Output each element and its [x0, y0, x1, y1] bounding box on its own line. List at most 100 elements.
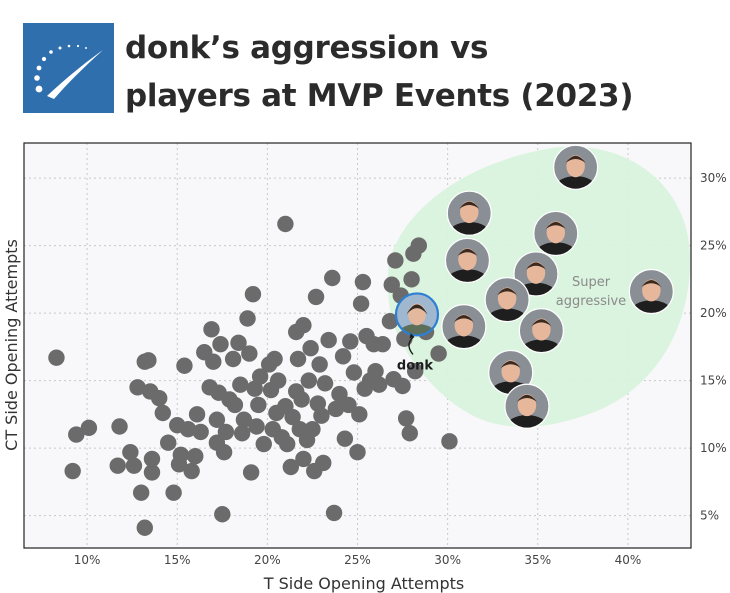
avatar-face	[497, 287, 517, 310]
avatar-face	[454, 314, 474, 337]
x-tick-label: 40%	[615, 553, 642, 567]
title-line-2: players at MVP Events (2023)	[125, 78, 634, 114]
data-point	[233, 425, 251, 442]
data-point	[278, 435, 296, 453]
data-point	[217, 423, 235, 441]
data-point	[334, 348, 352, 365]
highlight-avatar-hair	[406, 304, 428, 315]
data-point	[248, 418, 265, 435]
data-point	[266, 350, 283, 368]
data-point	[311, 356, 328, 373]
data-point	[109, 457, 126, 474]
avatar-ring	[441, 304, 487, 350]
data-point	[403, 271, 420, 288]
data-point	[349, 443, 366, 461]
y-tick-labels: 5% 10% 15% 20% 25% 30%	[700, 171, 727, 522]
data-point	[242, 464, 260, 481]
data-point	[188, 406, 206, 423]
data-point	[151, 389, 168, 407]
avatar-ring	[518, 308, 564, 354]
avatar-ring	[533, 210, 579, 257]
y-tick-label: 20%	[700, 306, 727, 320]
data-point	[203, 321, 220, 338]
data-point	[293, 391, 310, 408]
data-point	[154, 404, 172, 422]
avatar-ring	[484, 277, 530, 323]
avatar-ring	[504, 383, 550, 429]
avatar-ring	[513, 251, 559, 297]
zone-label-line-1: Super	[572, 275, 611, 290]
data-point	[397, 410, 415, 427]
data-point	[327, 400, 345, 418]
data-point	[226, 396, 244, 414]
data-point	[277, 215, 294, 233]
y-axis-label: CT Side Opening Attempts	[2, 239, 21, 451]
data-point	[224, 350, 242, 368]
x-tick-label: 10%	[74, 553, 101, 567]
data-point	[304, 421, 321, 438]
avatar-face	[566, 155, 585, 178]
x-axis-label: T Side Opening Attempts	[263, 574, 465, 593]
data-point	[239, 310, 256, 327]
data-point	[160, 434, 177, 451]
data-point	[80, 419, 98, 437]
data-point	[250, 396, 267, 414]
avatar-body	[446, 269, 489, 283]
data-point	[140, 352, 157, 369]
data-point	[136, 519, 153, 536]
avatar-hair	[565, 155, 586, 163]
avatar-body	[534, 242, 577, 256]
data-point	[351, 406, 368, 423]
y-tick-label: 15%	[700, 374, 727, 388]
x-tick-label: 15%	[164, 553, 191, 567]
data-point	[313, 407, 330, 424]
data-point	[230, 334, 247, 351]
avatar-body	[442, 335, 485, 349]
avatar-body	[506, 415, 548, 429]
data-point	[269, 372, 287, 389]
title-line-1: donk’s aggression vs	[125, 30, 489, 66]
avatar-hair	[545, 221, 566, 230]
hltv-logo-icon	[34, 44, 103, 99]
data-point	[370, 376, 388, 393]
avatar-hair	[641, 279, 662, 288]
data-point	[125, 457, 143, 474]
data-point	[302, 340, 319, 357]
data-point	[367, 362, 384, 380]
data-point	[374, 335, 391, 353]
avatar-body	[520, 339, 563, 353]
data-point	[336, 430, 354, 447]
data-points	[48, 215, 458, 536]
player-avatar	[628, 268, 674, 315]
avatar-face	[642, 279, 661, 302]
player-avatar	[446, 190, 492, 236]
avatar-hair	[531, 319, 552, 327]
data-point	[441, 433, 458, 450]
avatar-face	[517, 394, 537, 417]
player-avatar	[441, 304, 487, 350]
data-point	[241, 345, 258, 362]
data-point	[354, 273, 372, 291]
x-tick-label: 30%	[434, 553, 461, 567]
player-avatar	[504, 383, 550, 429]
avatar-body	[486, 308, 529, 322]
data-point	[324, 269, 341, 287]
data-point	[282, 458, 299, 476]
avatar-hair	[459, 201, 480, 209]
highlight-ring	[394, 292, 440, 337]
data-point	[179, 421, 197, 438]
x-tick-labels: 10% 15% 20% 25% 30% 35% 40%	[74, 553, 641, 567]
data-point	[214, 506, 231, 523]
data-point	[383, 276, 400, 293]
data-point	[122, 443, 139, 461]
data-point	[315, 454, 332, 472]
player-avatar	[444, 237, 491, 284]
data-point	[289, 350, 307, 368]
avatar-face	[460, 201, 479, 224]
y-tick-label: 5%	[700, 509, 719, 523]
avatar-face	[501, 360, 520, 383]
data-point	[111, 418, 128, 435]
data-point	[192, 423, 209, 441]
highlight-arrow	[408, 335, 415, 355]
data-point	[345, 364, 363, 381]
